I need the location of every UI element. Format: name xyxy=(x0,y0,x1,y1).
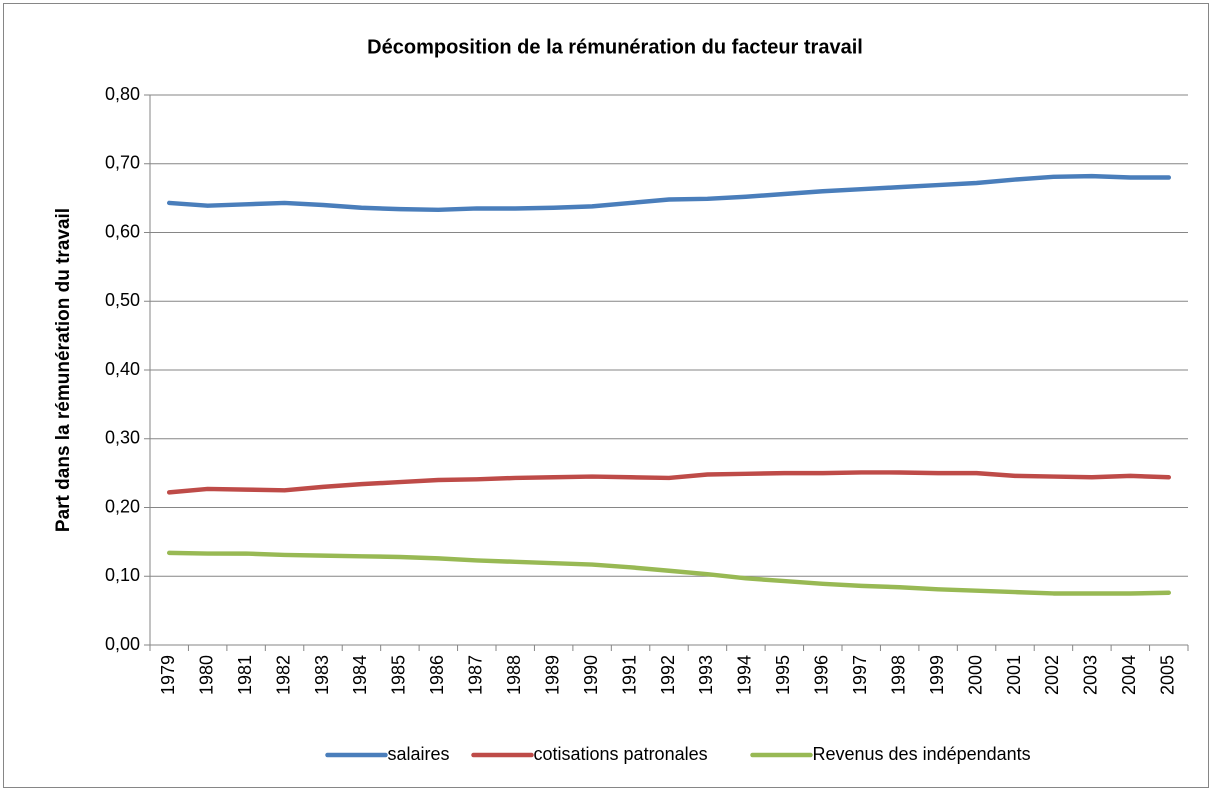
series-line xyxy=(166,173,1172,213)
y-tick-label: 0,00 xyxy=(105,634,140,654)
x-tick-label: 1985 xyxy=(389,655,409,695)
series-line xyxy=(166,550,1172,596)
y-tick-label: 0,40 xyxy=(105,359,140,379)
x-tick-label: 1991 xyxy=(619,655,639,695)
x-tick-label: 2002 xyxy=(1042,655,1062,695)
x-tick-label: 1988 xyxy=(504,655,524,695)
x-tick-label: 1982 xyxy=(273,655,293,695)
x-tick-label: 2003 xyxy=(1081,655,1101,695)
y-tick-label: 0,60 xyxy=(105,221,140,241)
x-tick-label: 1983 xyxy=(312,655,332,695)
y-tick-label: 0,30 xyxy=(105,428,140,448)
y-tick-label: 0,70 xyxy=(105,153,140,173)
x-tick-label: 2005 xyxy=(1158,655,1178,695)
x-tick-label: 1984 xyxy=(350,655,370,695)
legend-label: cotisations patronales xyxy=(534,744,708,764)
y-tick-label: 0,50 xyxy=(105,290,140,310)
chart-title: Décomposition de la rémunération du fact… xyxy=(367,36,863,58)
x-tick-label: 1990 xyxy=(581,655,601,695)
x-tick-label: 1981 xyxy=(235,655,255,695)
x-tick-label: 1986 xyxy=(427,655,447,695)
x-tick-label: 2004 xyxy=(1119,655,1139,695)
x-tick-label: 1979 xyxy=(158,655,178,695)
x-tick-label: 2000 xyxy=(965,655,985,695)
legend-label: Revenus des indépendants xyxy=(813,744,1031,764)
x-tick-label: 2001 xyxy=(1004,655,1024,695)
x-tick-label: 1998 xyxy=(888,655,908,695)
series-line xyxy=(166,470,1172,495)
x-tick-label: 1992 xyxy=(658,655,678,695)
x-tick-label: 1996 xyxy=(812,655,832,695)
y-tick-label: 0,10 xyxy=(105,565,140,585)
y-axis-title: Part dans la rémunération du travail xyxy=(53,208,74,532)
x-tick-label: 1995 xyxy=(773,655,793,695)
x-tick-label: 1987 xyxy=(466,655,486,695)
y-tick-label: 0,80 xyxy=(105,84,140,104)
x-tick-label: 1994 xyxy=(735,655,755,695)
y-tick-label: 0,20 xyxy=(105,496,140,516)
x-tick-label: 1997 xyxy=(850,655,870,695)
chart-border xyxy=(3,3,1209,788)
x-tick-label: 1999 xyxy=(927,655,947,695)
x-tick-label: 1980 xyxy=(196,655,216,695)
x-tick-label: 1989 xyxy=(542,655,562,695)
x-tick-label: 1993 xyxy=(696,655,716,695)
legend-label: salaires xyxy=(388,744,450,764)
